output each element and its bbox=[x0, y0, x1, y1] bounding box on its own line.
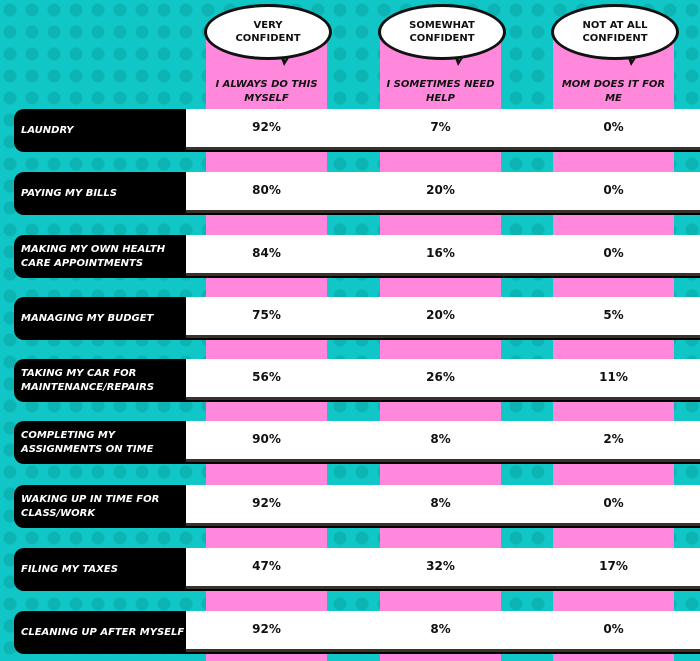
value-cell: 0% bbox=[603, 183, 624, 197]
value-cell: 16% bbox=[426, 246, 455, 260]
value-cell: 32% bbox=[426, 559, 455, 573]
value-cell: 5% bbox=[603, 308, 624, 322]
bubble-text: SOMEWHAT CONFIDENT bbox=[409, 20, 475, 44]
value-cell: 75% bbox=[252, 308, 281, 322]
row-values: 90% 8% 2% bbox=[186, 421, 700, 462]
table-row: FILING MY TAXES 47% 32% 17% bbox=[14, 548, 700, 591]
row-values: 92% 8% 0% bbox=[186, 611, 700, 652]
value-cell: 8% bbox=[430, 622, 451, 636]
value-cell: 20% bbox=[426, 308, 455, 322]
value-cell: 26% bbox=[426, 370, 455, 384]
row-label: LAUNDRY bbox=[14, 109, 186, 152]
speech-bubble: SOMEWHAT CONFIDENT bbox=[378, 4, 506, 60]
column-caption: I SOMETIMES NEED HELP bbox=[386, 79, 495, 104]
value-cell: 80% bbox=[252, 183, 281, 197]
row-values: 92% 8% 0% bbox=[186, 485, 700, 526]
row-label: TAKING MY CAR FOR MAINTENANCE/REPAIRS bbox=[14, 359, 186, 402]
value-cell: 20% bbox=[426, 183, 455, 197]
row-values: 92% 7% 0% bbox=[186, 109, 700, 150]
table-row: WAKING UP IN TIME FOR CLASS/WORK 92% 8% 0% bbox=[14, 485, 700, 528]
table-row: COMPLETING MY ASSIGNMENTS ON TIME 90% 8% 2… bbox=[14, 421, 700, 464]
table-row: PAYING MY BILLS 80% 20% 0% bbox=[14, 172, 700, 215]
bubble-text: NOT AT ALL CONFIDENT bbox=[582, 20, 648, 44]
value-cell: 92% bbox=[252, 622, 281, 636]
value-cell: 8% bbox=[430, 432, 451, 446]
column-caption: I ALWAYS DO THIS MYSELF bbox=[215, 79, 318, 104]
value-cell: 2% bbox=[603, 432, 624, 446]
row-label: MAKING MY OWN HEALTH CARE APPOINTMENTS bbox=[14, 235, 186, 278]
row-label: COMPLETING MY ASSIGNMENTS ON TIME bbox=[14, 421, 186, 464]
table-row: TAKING MY CAR FOR MAINTENANCE/REPAIRS 56… bbox=[14, 359, 700, 402]
column-caption: MOM DOES IT FOR ME bbox=[561, 79, 666, 104]
row-values: 84% 16% 0% bbox=[186, 235, 700, 276]
value-cell: 17% bbox=[599, 559, 628, 573]
value-cell: 90% bbox=[252, 432, 281, 446]
value-cell: 56% bbox=[252, 370, 281, 384]
bubble-text: VERY CONFIDENT bbox=[235, 20, 301, 44]
table-row: MANAGING MY BUDGET 75% 20% 5% bbox=[14, 297, 700, 340]
table-row: CLEANING UP AFTER MYSELF 92% 8% 0% bbox=[14, 611, 700, 654]
row-label: MANAGING MY BUDGET bbox=[14, 297, 186, 340]
value-cell: 84% bbox=[252, 246, 281, 260]
value-cell: 92% bbox=[252, 120, 281, 134]
row-values: 56% 26% 11% bbox=[186, 359, 700, 400]
row-label: PAYING MY BILLS bbox=[14, 172, 186, 215]
table-row: MAKING MY OWN HEALTH CARE APPOINTMENTS 8… bbox=[14, 235, 700, 278]
value-cell: 7% bbox=[430, 120, 451, 134]
table-row: LAUNDRY 92% 7% 0% bbox=[14, 109, 700, 152]
value-cell: 0% bbox=[603, 246, 624, 260]
row-values: 80% 20% 0% bbox=[186, 172, 700, 213]
value-cell: 8% bbox=[430, 496, 451, 510]
speech-bubble: VERY CONFIDENT bbox=[204, 4, 332, 60]
row-values: 47% 32% 17% bbox=[186, 548, 700, 589]
value-cell: 0% bbox=[603, 622, 624, 636]
row-values: 75% 20% 5% bbox=[186, 297, 700, 338]
speech-bubble: NOT AT ALL CONFIDENT bbox=[551, 4, 679, 60]
row-label: FILING MY TAXES bbox=[14, 548, 186, 591]
value-cell: 11% bbox=[599, 370, 628, 384]
value-cell: 92% bbox=[252, 496, 281, 510]
value-cell: 0% bbox=[603, 120, 624, 134]
row-label: WAKING UP IN TIME FOR CLASS/WORK bbox=[14, 485, 186, 528]
row-label: CLEANING UP AFTER MYSELF bbox=[14, 611, 186, 654]
value-cell: 47% bbox=[252, 559, 281, 573]
value-cell: 0% bbox=[603, 496, 624, 510]
